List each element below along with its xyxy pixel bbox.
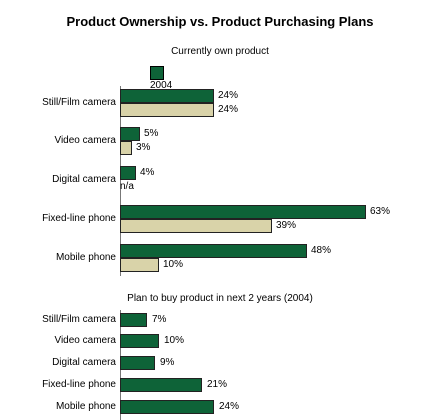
value-label-1999-mobile-phone: 10%	[163, 259, 184, 270]
plan-bar-digital-camera	[120, 356, 155, 370]
plan-bar-still-film-camera	[120, 313, 147, 327]
bar-2004-mobile-phone	[120, 244, 307, 258]
plan-bar-mobile-phone	[120, 400, 214, 414]
value-label-2004-digital-camera: 4%	[140, 167, 155, 178]
plan-value-label-mobile-phone: 24%	[219, 401, 240, 412]
plan-bar-video-camera	[120, 334, 159, 348]
value-label-2004-mobile-phone: 48%	[311, 245, 332, 256]
chart-subtitle-plans: Plan to buy product in next 2 years (200…	[127, 293, 313, 304]
legend-item-2004: 2004	[150, 66, 172, 91]
plan-value-label-video-camera: 10%	[164, 335, 185, 346]
axis-line-ownership	[120, 86, 121, 276]
value-label-1999-digital-camera: n/a	[120, 181, 134, 192]
value-label-2004-still-film-camera: 24%	[218, 90, 239, 101]
bar-2004-fixed-line-phone	[120, 205, 366, 219]
category-label-still-film-camera: Still/Film camera	[42, 97, 116, 108]
chart-subtitle-ownership: Currently own product	[171, 46, 269, 57]
plan-value-label-still-film-camera: 7%	[152, 314, 167, 325]
value-label-1999-still-film-camera: 24%	[218, 104, 239, 115]
bar-1999-fixed-line-phone	[120, 219, 272, 233]
plan-value-label-fixed-line-phone: 21%	[207, 379, 228, 390]
plan-category-label-digital-camera: Digital camera	[52, 357, 116, 368]
value-label-2004-video-camera: 5%	[144, 128, 159, 139]
bar-1999-video-camera	[120, 141, 132, 155]
bar-2004-video-camera	[120, 127, 140, 141]
bar-1999-still-film-camera	[120, 103, 214, 117]
plan-category-label-fixed-line-phone: Fixed-line phone	[42, 379, 116, 390]
legend-label-2004: 2004	[150, 80, 173, 91]
bar-1999-mobile-phone	[120, 258, 159, 272]
plan-bar-fixed-line-phone	[120, 378, 202, 392]
value-label-1999-video-camera: 3%	[136, 142, 151, 153]
plan-category-label-mobile-phone: Mobile phone	[55, 401, 116, 412]
category-label-mobile-phone: Mobile phone	[55, 252, 116, 263]
chart-title: Product Ownership vs. Product Purchasing…	[66, 14, 374, 29]
value-label-1999-fixed-line-phone: 39%	[276, 220, 297, 231]
plan-value-label-digital-camera: 9%	[160, 357, 175, 368]
bar-2004-digital-camera	[120, 166, 136, 180]
plan-category-label-still-film-camera: Still/Film camera	[42, 314, 116, 325]
legend-swatch-2004	[150, 66, 164, 80]
category-label-digital-camera: Digital camera	[52, 174, 116, 185]
category-label-video-camera: Video camera	[54, 135, 116, 146]
plan-category-label-video-camera: Video camera	[54, 335, 116, 346]
bar-2004-still-film-camera	[120, 89, 214, 103]
value-label-2004-fixed-line-phone: 63%	[370, 206, 391, 217]
category-label-fixed-line-phone: Fixed-line phone	[42, 213, 116, 224]
